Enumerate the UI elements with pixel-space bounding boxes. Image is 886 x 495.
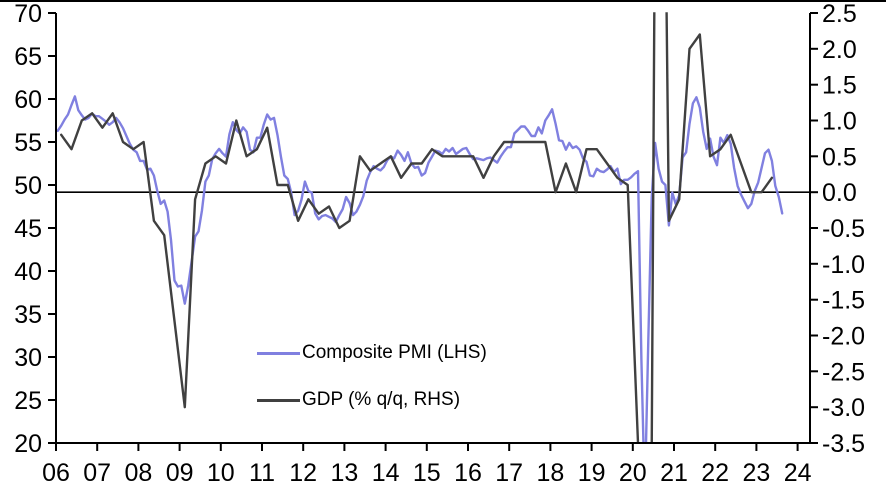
right-axis-tick-label: 1.0: [822, 108, 857, 136]
right-axis-tick-label: 0.5: [822, 143, 857, 171]
x-axis: 06 07 08 09 10 11 12 13 14 15 16 17 18 19 20 21 22 23 24: [42, 442, 812, 487]
gdp-line: [60, 12, 774, 444]
right-axis: 2.5 2.0 1.5 1.0 0.5 0.0 -0.5 -1.0 -1.5 -2.0 -2.5 -3…: [809, 0, 865, 458]
top-border-line: [0, 0, 886, 2]
right-axis-tick-label: -2.5: [822, 358, 865, 386]
right-axis-tick-label: 2.5: [822, 0, 857, 28]
x-axis-tick-label: 20: [619, 459, 647, 487]
left-axis: 70 65 60 55 50 45 40 35 30 25 20: [14, 0, 57, 458]
pmi-line: [56, 95, 784, 444]
legend-item-pmi: Composite PMI (LHS): [257, 342, 487, 364]
x-axis-tick-label: 19: [578, 459, 606, 487]
right-axis-tick-label: -3.5: [822, 430, 865, 458]
left-axis-tick-label: 70: [14, 0, 42, 28]
x-axis-tick-label: 10: [207, 459, 235, 487]
right-axis-tick-label: -0.5: [822, 215, 865, 243]
legend-label-pmi: Composite PMI (LHS): [302, 342, 487, 363]
x-axis-tick-label: 09: [166, 459, 194, 487]
x-axis-tick-label: 21: [660, 459, 688, 487]
x-axis-tick-label: 14: [372, 459, 400, 487]
right-axis-tick-label: 1.5: [822, 72, 857, 100]
left-axis-tick-label: 40: [14, 258, 42, 286]
gdp-line-swatch: [257, 398, 300, 402]
x-axis-tick-label: 18: [536, 459, 564, 487]
left-axis-tick-label: 25: [14, 387, 42, 415]
right-axis-tick-label: 2.0: [822, 36, 857, 64]
x-axis-tick-label: 11: [249, 459, 275, 487]
x-axis-tick-label: 17: [495, 459, 523, 487]
x-axis-tick-label: 06: [42, 459, 70, 487]
x-axis-tick-label: 24: [784, 459, 812, 487]
x-axis-tick-label: 16: [454, 459, 482, 487]
x-axis-tick-label: 15: [413, 459, 441, 487]
left-axis-tick-label: 60: [14, 86, 42, 114]
right-axis-tick-label: -2.0: [822, 323, 865, 351]
left-axis-tick-label: 65: [14, 43, 42, 71]
left-axis-tick-label: 50: [14, 172, 42, 200]
legend-label-gdp: GDP (% q/q, RHS): [302, 389, 461, 410]
x-axis-tick-label: 22: [701, 459, 729, 487]
x-axis-tick-label: 13: [330, 459, 358, 487]
right-axis-tick-label: 0.0: [822, 179, 857, 207]
pmi-line-swatch: [257, 351, 300, 355]
left-axis-tick-label: 35: [14, 301, 42, 329]
legend-item-gdp: GDP (% q/q, RHS): [257, 389, 487, 411]
left-axis-tick-label: 20: [14, 430, 42, 458]
legend: Composite PMI (LHS) GDP (% q/q, RHS): [257, 342, 487, 436]
x-axis-tick-label: 07: [83, 459, 111, 487]
x-axis-tick-label: 12: [289, 459, 317, 487]
left-axis-tick-label: 55: [14, 129, 42, 157]
x-axis-tick-label: 23: [742, 459, 770, 487]
left-axis-tick-label: 30: [14, 344, 42, 372]
right-axis-tick-label: -3.0: [822, 394, 865, 422]
right-axis-tick-label: -1.5: [822, 287, 865, 315]
right-axis-tick-label: -1.0: [822, 251, 865, 279]
left-axis-tick-label: 45: [14, 215, 42, 243]
x-axis-tick-label: 08: [124, 459, 152, 487]
